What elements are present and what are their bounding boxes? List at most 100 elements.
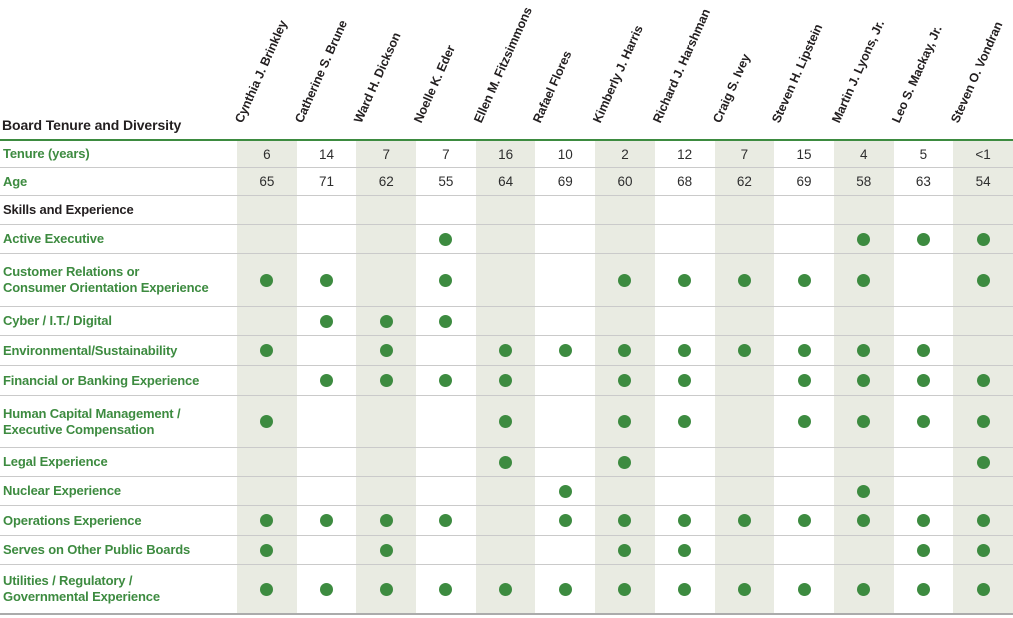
matrix-cell — [894, 336, 954, 365]
matrix-cell — [297, 565, 357, 613]
matrix-cell — [953, 366, 1013, 395]
skill-dot-icon — [260, 273, 274, 287]
value-cell: 7 — [714, 141, 775, 167]
matrix-cell — [595, 477, 655, 505]
matrix-cell — [297, 254, 357, 306]
skill-dot-icon — [439, 314, 453, 328]
matrix-cell — [774, 448, 834, 476]
value-cell: 16 — [475, 141, 536, 167]
row-label-line: Tenure (years) — [3, 146, 90, 162]
row-label-line: Executive Compensation — [3, 421, 155, 437]
matrix-cell — [416, 225, 476, 253]
table-row: Serves on Other Public Boards — [0, 535, 1013, 564]
matrix-cell — [595, 565, 655, 613]
value-cell: 14 — [319, 146, 335, 162]
table-row: Age 65 71 62 55 64 69 60 68 62 69 58 63 54 — [0, 167, 1013, 195]
skill-dot-icon — [678, 582, 692, 596]
value-cell: 4 — [833, 141, 894, 167]
skill-dot-icon — [558, 344, 572, 357]
matrix-cell — [356, 448, 417, 476]
matrix-cell — [297, 196, 357, 224]
matrix-cell — [774, 196, 834, 224]
matrix-cell — [595, 196, 655, 224]
matrix-cell — [475, 225, 536, 253]
row-label-line: Active Executive — [3, 231, 104, 247]
row-label-line: Customer Relations or — [3, 264, 140, 280]
matrix-cell — [774, 254, 834, 306]
skill-dot-icon — [499, 344, 513, 357]
row-label-line: Utilities / Regulatory / — [3, 573, 133, 589]
matrix-cell — [894, 396, 954, 447]
row-label: Utilities / Regulatory / Governmental Exp… — [0, 565, 237, 613]
skill-dot-icon — [857, 484, 871, 498]
skill-dot-icon — [678, 374, 692, 387]
matrix-cell — [953, 196, 1013, 224]
column-header-name: Steven H. Lipstein — [769, 21, 826, 125]
skill-dot-icon — [558, 514, 572, 527]
skill-dot-icon — [320, 582, 334, 596]
skill-dot-icon — [260, 514, 274, 527]
matrix-cell — [475, 477, 536, 505]
value-cell: 63 — [915, 174, 931, 189]
skill-dot-icon — [558, 484, 572, 498]
matrix-cell — [714, 254, 775, 306]
matrix-cell — [714, 477, 775, 505]
skill-dot-icon — [916, 374, 930, 387]
skill-dot-icon — [976, 455, 990, 469]
skill-dot-icon — [678, 344, 692, 357]
matrix-cell — [953, 396, 1013, 447]
value-cell: 7 — [356, 141, 417, 167]
matrix-cell — [237, 254, 297, 306]
skill-dot-icon — [260, 543, 274, 557]
value-cell: <1 — [953, 141, 1013, 167]
matrix-cell — [595, 307, 655, 335]
column-header-name: Catherine S. Brune — [291, 18, 350, 125]
matrix-cell — [475, 307, 536, 335]
matrix-cell — [894, 196, 954, 224]
value-cell: 10 — [557, 146, 573, 162]
skill-dot-icon — [976, 415, 990, 428]
skill-dot-icon — [916, 582, 930, 596]
matrix-cell — [774, 565, 834, 613]
row-label-line: Consumer Orientation Experience — [3, 280, 209, 295]
matrix-cell — [297, 336, 357, 365]
table-row: Nuclear Experience — [0, 476, 1013, 505]
skill-dot-icon — [618, 514, 632, 527]
row-label: Legal Experience — [0, 448, 237, 476]
matrix-cell — [655, 225, 715, 253]
matrix-cell — [595, 396, 655, 447]
skill-dot-icon — [439, 374, 453, 387]
table-row: Financial or Banking Experience — [0, 365, 1013, 395]
matrix-cell — [416, 565, 476, 613]
table-row: Legal Experience — [0, 447, 1013, 476]
matrix-cell — [535, 225, 595, 253]
matrix-cell — [833, 506, 894, 535]
skill-dot-icon — [379, 514, 393, 527]
row-label: Skills and Experience — [0, 196, 237, 224]
matrix-cell — [237, 307, 297, 335]
matrix-cell — [356, 254, 417, 306]
matrix-cell — [714, 225, 775, 253]
matrix-cell — [237, 536, 297, 564]
skill-dot-icon — [857, 415, 871, 428]
skill-dot-icon — [857, 273, 871, 287]
matrix-cell — [774, 366, 834, 395]
matrix-cell — [535, 477, 595, 505]
matrix-cell — [655, 254, 715, 306]
skill-dot-icon — [439, 232, 453, 246]
skill-dot-icon — [737, 514, 751, 527]
skill-dot-icon — [678, 543, 692, 557]
matrix-cell — [297, 506, 357, 535]
matrix-cell — [535, 506, 595, 535]
matrix-cell — [416, 366, 476, 395]
matrix-cell — [475, 254, 536, 306]
matrix-cell — [833, 254, 894, 306]
skill-dot-icon — [260, 344, 274, 357]
skill-dot-icon — [499, 582, 513, 596]
matrix-cell — [894, 254, 954, 306]
row-label-line: Legal Experience — [3, 454, 108, 470]
matrix-cell — [416, 448, 476, 476]
value-cell: 7 — [442, 146, 450, 162]
table-row: Utilities / Regulatory / Governmental Exp… — [0, 564, 1013, 613]
skill-dot-icon — [976, 232, 990, 246]
